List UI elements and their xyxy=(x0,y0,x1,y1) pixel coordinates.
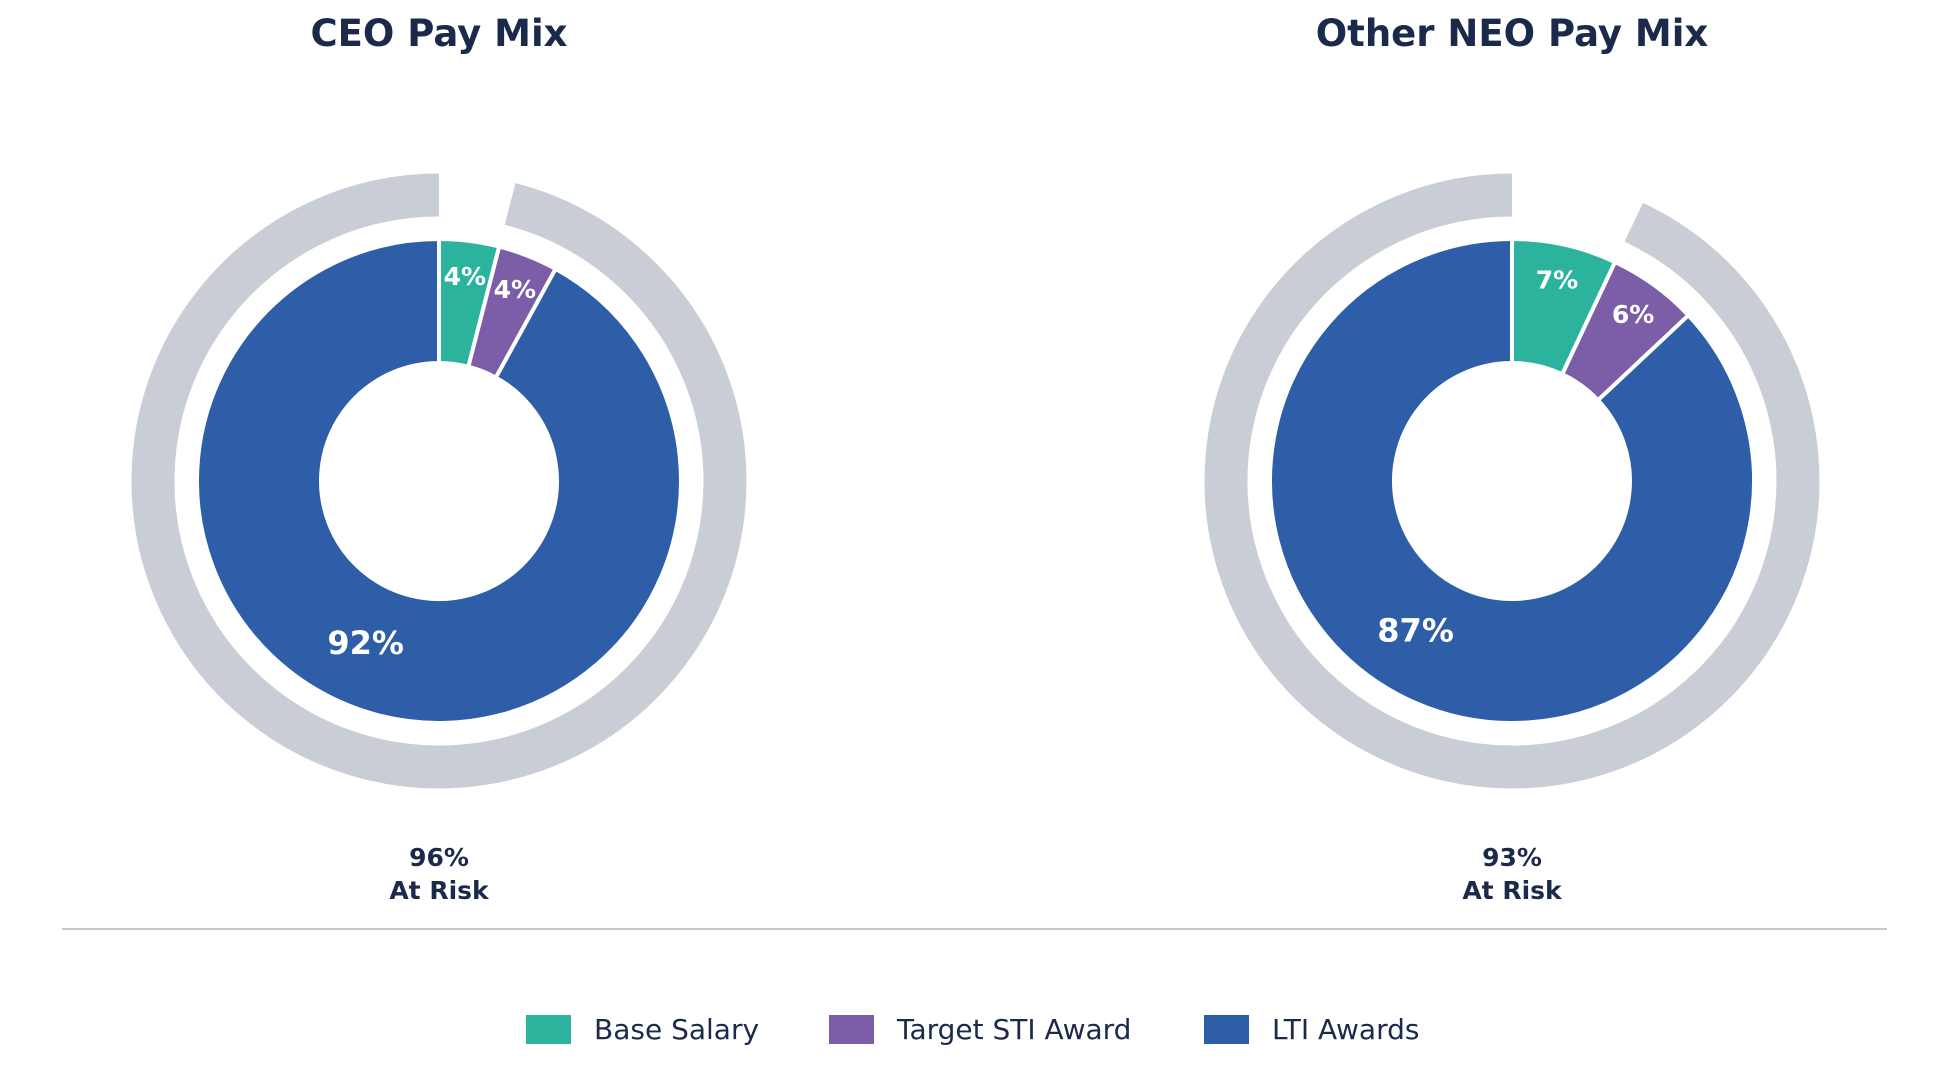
pie-slice-lti-awards xyxy=(195,236,683,725)
legend-swatch xyxy=(1204,1015,1249,1044)
legend-label: Target STI Award xyxy=(896,1013,1131,1046)
legend-swatch xyxy=(829,1015,874,1044)
slice-label: 92% xyxy=(327,624,404,662)
slice-label: 4% xyxy=(494,275,536,304)
other-neo-pay-mix-chart: Other NEO Pay Mix 7% 6% 87% 93% At Risk xyxy=(1204,12,1820,905)
pie-slice-lti-awards xyxy=(1268,236,1756,725)
slice-labels: 4% 4% 92% xyxy=(327,262,536,662)
legend: Base Salary Target STI Award LTI Awards xyxy=(526,1013,1419,1046)
at-risk-caption: At Risk xyxy=(1462,876,1563,905)
slice-labels: 7% 6% 87% xyxy=(1377,265,1654,649)
at-risk-ring xyxy=(131,173,747,789)
pay-mix-slices xyxy=(1268,236,1756,725)
slice-label: 6% xyxy=(1612,300,1654,329)
legend-item-target-sti-award: Target STI Award xyxy=(829,1013,1131,1046)
slice-label: 4% xyxy=(444,262,486,291)
legend-label: Base Salary xyxy=(594,1013,759,1046)
at-risk-ring xyxy=(1204,173,1820,789)
at-risk-value: 96% xyxy=(409,843,469,872)
legend-item-lti-awards: LTI Awards xyxy=(1204,1013,1419,1046)
at-risk-ring-group xyxy=(1204,173,1820,789)
at-risk-ring-group xyxy=(131,173,747,789)
slice-label: 7% xyxy=(1536,265,1578,294)
at-risk-caption: At Risk xyxy=(389,876,490,905)
pay-mix-slices xyxy=(195,236,683,725)
legend-swatch xyxy=(526,1015,571,1044)
chart-title: Other NEO Pay Mix xyxy=(1316,12,1709,55)
legend-label: LTI Awards xyxy=(1272,1013,1419,1046)
at-risk-value: 93% xyxy=(1482,843,1542,872)
legend-item-base-salary: Base Salary xyxy=(526,1013,759,1046)
ceo-pay-mix-chart: CEO Pay Mix 4% 4% 92% 96% At Risk xyxy=(131,12,747,905)
chart-title: CEO Pay Mix xyxy=(310,12,567,55)
slice-label: 87% xyxy=(1377,612,1454,650)
